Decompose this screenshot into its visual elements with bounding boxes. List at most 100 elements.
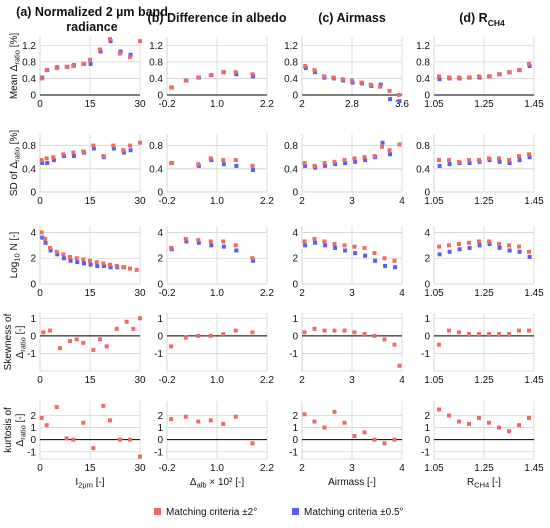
data-point-blue — [363, 253, 368, 258]
data-point-red — [169, 245, 174, 250]
data-point-red — [477, 158, 481, 163]
y-tick-label: -1 — [289, 447, 298, 458]
x-axis-label: I2µm [-] — [75, 477, 104, 490]
x-axis-label: RCH4 [-] — [467, 477, 501, 490]
data-point-red — [447, 243, 451, 248]
x-tick-label: 1.0 — [210, 288, 224, 299]
data-point-red — [312, 326, 317, 331]
data-point-red — [233, 158, 238, 163]
y-tick-label: 0 — [292, 91, 298, 102]
x-tick-label: 4 — [399, 463, 405, 474]
legend-label: Matching criteria ±2° — [166, 507, 257, 518]
x-tick-label: 1.45 — [524, 375, 544, 386]
data-point-red — [101, 154, 106, 159]
x-tick-label: -0.2 — [158, 375, 176, 386]
data-point-red — [392, 258, 397, 263]
data-point-blue — [251, 74, 256, 79]
y-tick-label: 0.4 — [22, 164, 36, 175]
panel: 2 3 4 -1 0 1 — [289, 313, 405, 386]
data-point-blue — [234, 248, 239, 253]
data-point-red — [312, 236, 317, 241]
data-point-red — [352, 330, 357, 335]
data-point-red — [44, 68, 49, 73]
svg-text:Mean Δratio [%]: Mean Δratio [%] — [9, 33, 22, 100]
x-tick-label: 2.2 — [260, 375, 274, 386]
data-point-blue — [98, 49, 103, 54]
data-point-blue — [487, 242, 492, 247]
data-point-blue — [55, 252, 60, 257]
data-point-red — [487, 74, 491, 79]
y-tick-label: 0 — [157, 331, 163, 342]
data-point-red — [51, 155, 56, 160]
data-point-red — [340, 77, 345, 82]
data-point-red — [183, 236, 188, 241]
data-point-red — [208, 156, 213, 161]
data-point-blue — [527, 155, 532, 160]
data-point-red — [497, 156, 501, 161]
data-point-red — [457, 419, 461, 424]
data-point-blue — [517, 158, 522, 163]
data-point-red — [467, 240, 471, 245]
y-tick-label: 0 — [30, 280, 36, 291]
data-point-blue — [209, 243, 214, 248]
data-point-red — [362, 332, 367, 337]
data-point-red — [517, 423, 521, 428]
data-point-blue — [313, 240, 318, 245]
data-point-red — [108, 418, 112, 423]
x-tick-label: 30 — [134, 463, 146, 474]
x-tick-label: 1.05 — [424, 196, 444, 207]
x-axis-label: Δalb × 10² [-] — [190, 477, 244, 490]
data-point-red — [221, 239, 226, 244]
data-point-red — [169, 417, 174, 422]
data-point-blue — [128, 52, 133, 57]
data-point-red — [169, 161, 174, 165]
data-point-blue — [45, 161, 50, 165]
panel: 2 3 4 0 0.4 0.8 — [284, 134, 405, 207]
legend-swatch — [154, 508, 161, 515]
data-point-red — [114, 326, 119, 331]
data-point-blue — [477, 243, 482, 248]
y-tick-label: 0.8 — [416, 141, 430, 152]
data-point-red — [517, 68, 521, 73]
data-point-red — [124, 319, 129, 324]
data-point-red — [39, 230, 44, 235]
data-point-blue — [507, 161, 512, 165]
panel: -0.2 1.0 2.2 0 2 4 — [157, 226, 274, 299]
x-tick-label: 0 — [37, 196, 43, 207]
y-tick-label: 0.8 — [416, 57, 430, 68]
row-ylabel: Mean Δratio [%] — [9, 33, 22, 100]
y-tick-label: -1 — [27, 349, 36, 360]
data-point-red — [447, 75, 451, 80]
data-point-red — [118, 437, 122, 442]
data-point-red — [392, 342, 397, 347]
y-tick-label: 0 — [292, 188, 298, 199]
data-point-blue — [251, 167, 256, 172]
data-point-red — [138, 140, 142, 145]
x-tick-label: -0.2 — [158, 196, 176, 207]
data-point-red — [312, 163, 317, 168]
panel: 0 15 30 0 0.4 0.8 1.2 — [22, 37, 146, 110]
column-title: (a) Normalized 2 µm band — [16, 5, 168, 19]
data-point-blue — [350, 80, 355, 85]
data-point-blue — [467, 245, 472, 250]
y-tick-label: 1 — [292, 423, 298, 434]
x-tick-label: 0 — [37, 463, 43, 474]
data-point-red — [128, 143, 132, 148]
data-point-blue — [388, 152, 393, 157]
data-point-red — [128, 266, 132, 271]
x-tick-label: 15 — [84, 375, 96, 386]
data-point-red — [128, 54, 132, 59]
data-point-red — [81, 420, 86, 425]
data-point-blue — [196, 240, 201, 245]
data-point-red — [121, 265, 126, 270]
data-point-blue — [81, 261, 86, 266]
x-tick-label: 3 — [349, 375, 355, 386]
data-point-blue — [497, 159, 502, 164]
y-tick-label: 0.8 — [284, 57, 298, 68]
data-point-blue — [388, 97, 393, 102]
data-point-red — [104, 344, 109, 349]
data-point-red — [342, 328, 347, 333]
data-point-red — [91, 446, 96, 451]
x-tick-label: 1.45 — [524, 288, 544, 299]
data-point-red — [342, 243, 347, 248]
